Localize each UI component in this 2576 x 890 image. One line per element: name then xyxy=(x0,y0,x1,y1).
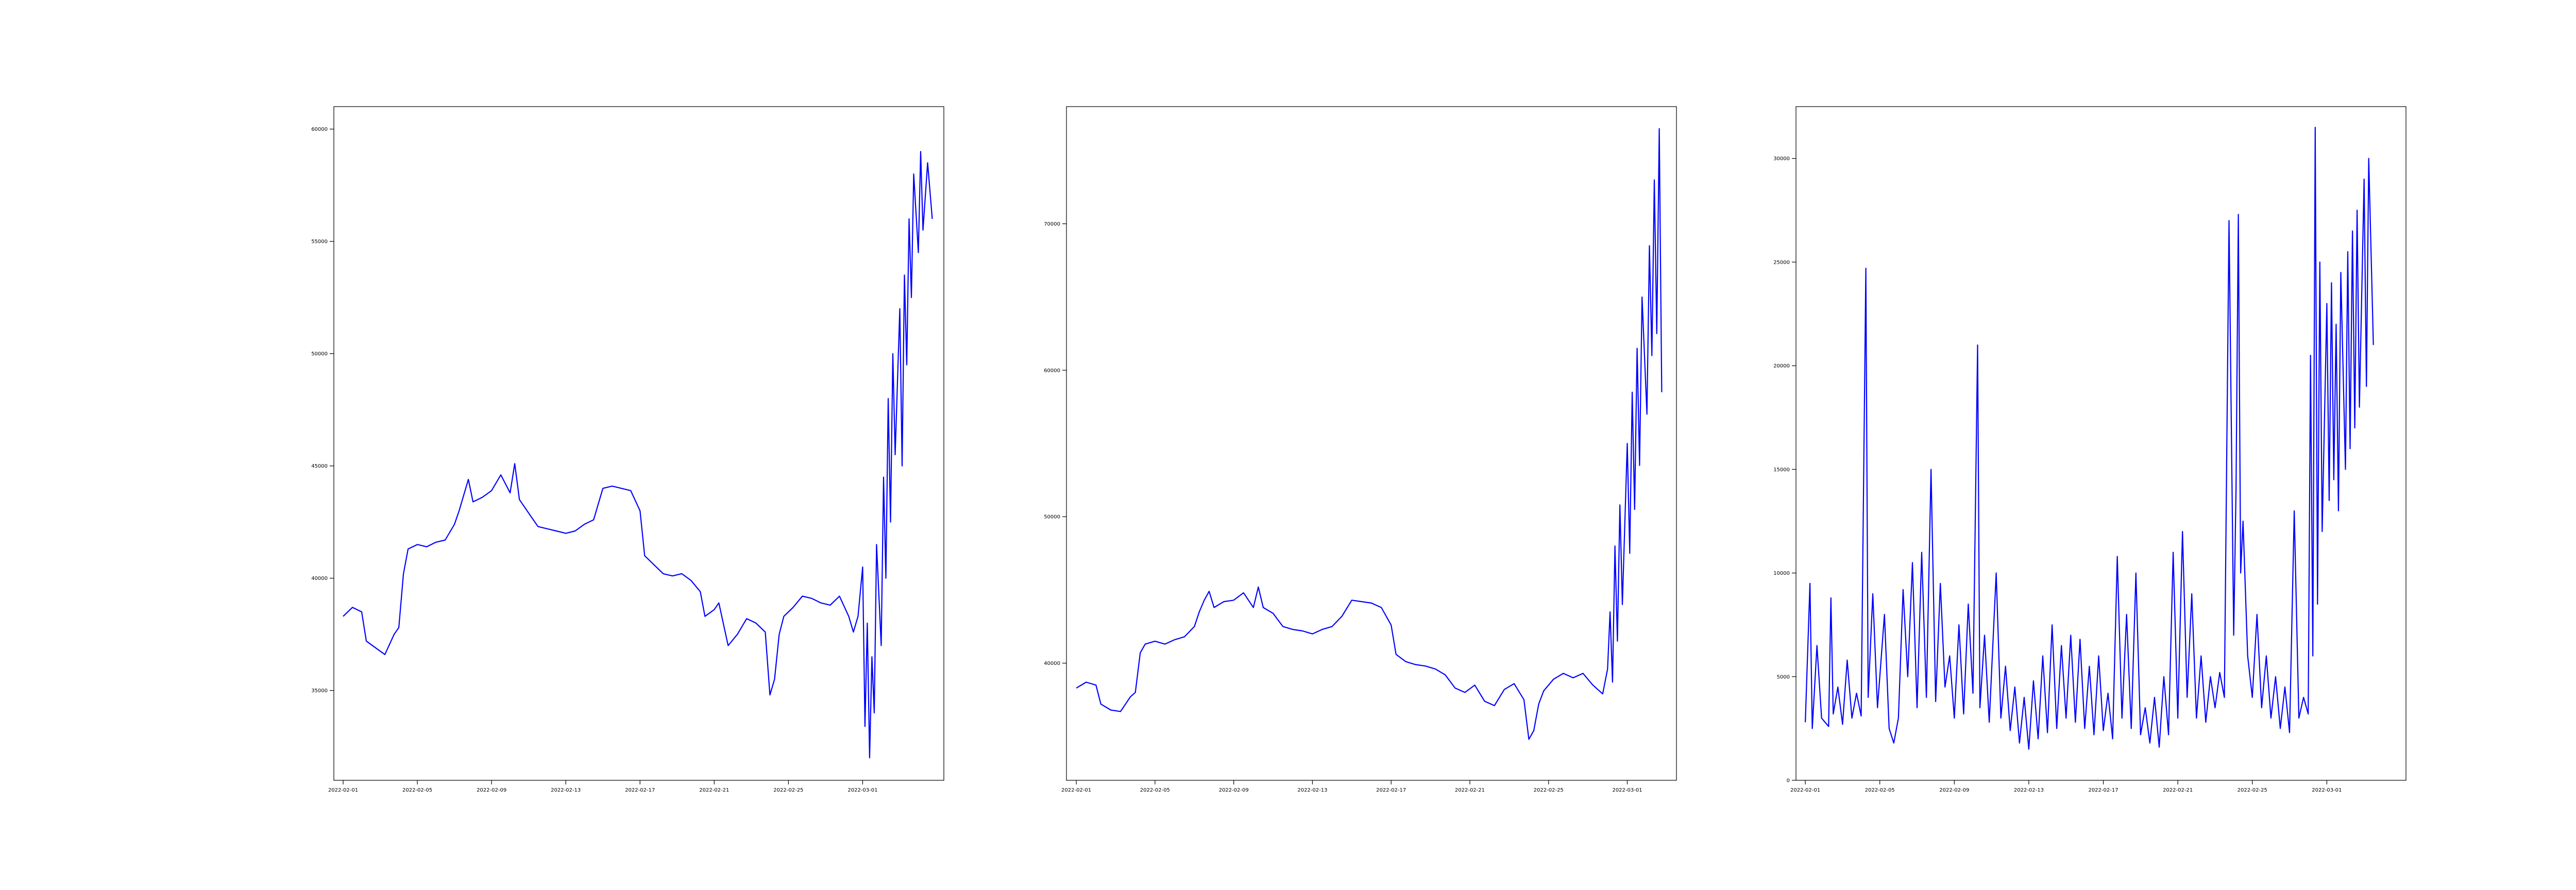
series-line xyxy=(343,151,933,759)
x-tick-label: 2022-03-01 xyxy=(1612,788,1642,793)
x-tick-label: 2022-02-01 xyxy=(328,788,358,793)
series-line xyxy=(1076,128,1663,740)
x-tick-label: 2022-02-17 xyxy=(2088,788,2118,793)
x-tick-label: 2022-02-05 xyxy=(402,788,432,793)
x-tick-label: 2022-02-01 xyxy=(1790,788,1820,793)
x-tick-label: 2022-02-17 xyxy=(625,788,655,793)
x-tick-label: 2022-02-09 xyxy=(1219,788,1249,793)
axes-frame xyxy=(1066,106,1677,781)
y-tick-label: 20000 xyxy=(1773,364,1790,369)
x-tick-label: 2022-02-13 xyxy=(551,788,581,793)
x-tick-label: 2022-02-25 xyxy=(773,788,803,793)
y-tick-label: 50000 xyxy=(1044,515,1060,520)
x-tick-label: 2022-02-09 xyxy=(1939,788,1969,793)
y-tick-label: 30000 xyxy=(1773,156,1790,162)
y-tick-label: 10000 xyxy=(1773,571,1790,576)
x-tick-label: 2022-02-25 xyxy=(2238,788,2267,793)
y-tick-label: 40000 xyxy=(1044,661,1060,666)
y-tick-label: 50000 xyxy=(311,351,328,357)
y-tick-label: 70000 xyxy=(1044,221,1060,227)
x-tick-label: 2022-02-09 xyxy=(477,788,506,793)
x-tick-label: 2022-02-21 xyxy=(1455,788,1485,793)
axes-frame xyxy=(1795,106,2406,781)
y-tick-label: 45000 xyxy=(311,464,328,469)
x-tick-label: 2022-02-05 xyxy=(1140,788,1170,793)
x-tick-label: 2022-02-25 xyxy=(1534,788,1564,793)
x-tick-label: 2022-03-01 xyxy=(848,788,877,793)
x-tick-label: 2022-02-13 xyxy=(1297,788,1327,793)
x-tick-label: 2022-02-01 xyxy=(1061,788,1091,793)
chart-panel-1: 2022-02-01 2022-02-05 2022-02-09 2022-02-13… xyxy=(311,106,944,793)
chart-panel-3: 2022-02-01 2022-02-05 2022-02-09 2022-02-13… xyxy=(1773,106,2406,793)
axes-frame xyxy=(333,106,944,781)
y-tick-label: 25000 xyxy=(1773,260,1790,265)
y-tick-label: 35000 xyxy=(311,688,328,694)
x-tick-label: 2022-02-17 xyxy=(1376,788,1406,793)
y-tick-label: 0 xyxy=(1787,778,1790,784)
x-tick-label: 2022-02-05 xyxy=(1865,788,1895,793)
y-tick-label: 60000 xyxy=(1044,368,1060,373)
x-tick-label: 2022-02-21 xyxy=(699,788,729,793)
y-tick-label: 40000 xyxy=(311,576,328,581)
y-tick-label: 15000 xyxy=(1773,467,1790,473)
series-line xyxy=(1805,127,2374,750)
x-tick-label: 2022-03-01 xyxy=(2312,788,2342,793)
y-tick-label: 55000 xyxy=(311,239,328,245)
y-tick-label: 5000 xyxy=(1777,674,1790,680)
y-tick-label: 60000 xyxy=(311,127,328,132)
x-tick-label: 2022-02-21 xyxy=(2163,788,2193,793)
chart-panel-2: 2022-02-01 2022-02-05 2022-02-09 2022-02-13… xyxy=(1044,106,1677,793)
x-tick-label: 2022-02-13 xyxy=(2014,788,2044,793)
